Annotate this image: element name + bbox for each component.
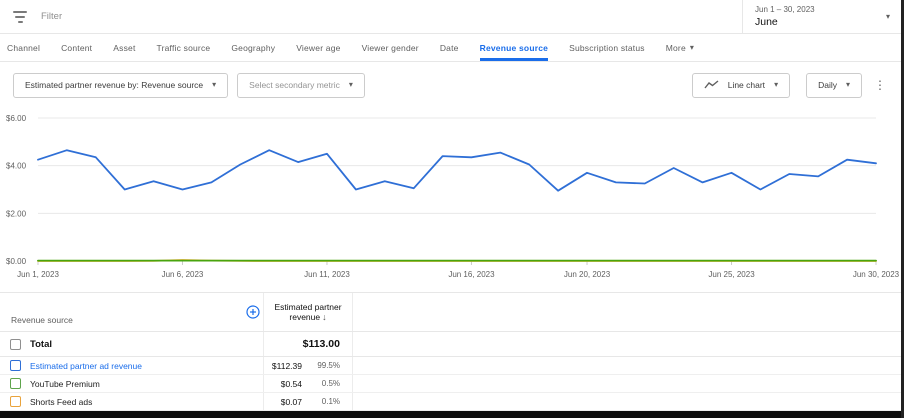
table-row: Shorts Feed ads $0.07 0.1%: [0, 393, 904, 411]
chevron-down-icon: ▾: [774, 80, 779, 89]
metric-column-header[interactable]: Estimated partner revenue ↓: [263, 293, 353, 331]
revenue-source-table: Revenue source Estimated partner revenue…: [0, 292, 904, 411]
secondary-metric-selector[interactable]: Select secondary metric ▾: [237, 72, 365, 98]
tab-traffic-source[interactable]: Traffic source: [157, 34, 211, 61]
filter-placeholder[interactable]: Filter: [41, 11, 63, 22]
row-label[interactable]: Estimated partner ad revenue: [30, 360, 142, 371]
row-checkbox[interactable]: [10, 378, 21, 389]
chevron-down-icon: ▾: [212, 80, 217, 89]
add-metric-icon[interactable]: [246, 305, 260, 319]
tab-viewer-gender[interactable]: Viewer gender: [362, 34, 419, 61]
table-rows: Estimated partner ad revenue $112.39 99.5%…: [0, 357, 904, 411]
tab-channel[interactable]: Channel: [7, 34, 40, 61]
tab-bar: Channel Content Asset Traffic source Geograp…: [0, 34, 904, 62]
x-axis-tick-label: Jun 16, 2023: [448, 270, 495, 279]
row-amount: $0.54: [280, 378, 302, 389]
chevron-down-icon: ▾: [348, 80, 353, 89]
overflow-menu-icon[interactable]: ⋮: [869, 79, 891, 91]
window-right-edge: [901, 0, 904, 418]
y-axis-tick-label: $0.00: [6, 257, 27, 266]
date-range-text: Jun 1 – 30, 2023: [755, 5, 815, 14]
row-checkbox[interactable]: [10, 360, 21, 371]
table-header: Revenue source Estimated partner revenue…: [0, 293, 904, 331]
chevron-down-icon: ▾: [689, 42, 695, 52]
row-amount: $112.39: [271, 360, 302, 371]
total-value: $113.00: [302, 338, 340, 350]
chevron-down-icon: ▾: [845, 80, 850, 89]
granularity-label: Daily: [818, 80, 837, 90]
chevron-down-icon: ▾: [885, 11, 890, 21]
tab-date[interactable]: Date: [440, 34, 459, 61]
chart-controls: Estimated partner revenue by: Revenue so…: [0, 62, 904, 108]
tab-asset[interactable]: Asset: [113, 34, 135, 61]
x-axis-tick-label: Jun 25, 2023: [708, 270, 755, 279]
tab-revenue-source[interactable]: Revenue source: [479, 34, 549, 61]
more-tab-label: More: [665, 42, 686, 53]
line-chart-icon: [704, 80, 719, 89]
row-label[interactable]: YouTube Premium: [30, 378, 100, 389]
date-range-picker[interactable]: Jun 1 – 30, 2023 June ▾: [742, 0, 904, 34]
secondary-metric-label: Select secondary metric: [249, 80, 340, 90]
table-row: YouTube Premium $0.54 0.5%: [0, 375, 904, 393]
filter-icon: [12, 10, 28, 23]
metric-selector[interactable]: Estimated partner revenue by: Revenue so…: [13, 72, 229, 98]
row-amount: $0.07: [280, 396, 302, 407]
row-dimension-header: Revenue source: [11, 315, 73, 325]
y-axis-tick-label: $4.00: [6, 162, 27, 171]
tab-geography[interactable]: Geography: [231, 34, 275, 61]
row-label[interactable]: Shorts Feed ads: [30, 396, 93, 407]
filter-bar: Filter Jun 1 – 30, 2023 June ▾: [0, 0, 904, 34]
sort-descending-icon: ↓: [322, 312, 327, 322]
x-axis-tick-label: Jun 11, 2023: [304, 270, 350, 279]
y-axis-tick-label: $6.00: [6, 114, 27, 123]
revenue-line-chart: $0.00 $2.00 $4.00 $6.00 Jun 1, 2023 Jun 6, 20…: [0, 108, 904, 288]
tab-viewer-age[interactable]: Viewer age: [296, 34, 340, 61]
metric-selector-label: Estimated partner revenue by: Revenue so…: [25, 80, 204, 90]
x-axis-tick-label: Jun 1, 2023: [17, 270, 59, 279]
tab-subscription-status[interactable]: Subscription status: [569, 34, 645, 61]
row-checkbox[interactable]: [10, 396, 21, 407]
tab-more[interactable]: More ▾: [666, 34, 694, 61]
date-month-text: June: [755, 16, 778, 28]
granularity-selector[interactable]: Daily ▾: [806, 72, 862, 98]
row-percent: 0.5%: [321, 379, 340, 388]
chart-canvas: $0.00 $2.00 $4.00 $6.00 Jun 1, 2023 Jun 6, 20…: [6, 114, 900, 279]
x-axis-tick-label: Jun 30, 2023: [853, 270, 900, 279]
chart-type-label: Line chart: [727, 80, 766, 90]
table-row: Estimated partner ad revenue $112.39 99.5%: [0, 357, 904, 375]
series-line-estimated-partner-ad-revenue: [37, 149, 877, 192]
row-percent: 99.5%: [317, 361, 340, 370]
x-axis-tick-label: Jun 6, 2023: [162, 270, 204, 279]
chart-type-selector[interactable]: Line chart ▾: [691, 72, 791, 98]
y-axis-tick-label: $2.00: [6, 209, 27, 218]
window-bottom-edge: [0, 411, 904, 418]
row-percent: 0.1%: [321, 397, 340, 406]
total-checkbox[interactable]: [10, 338, 21, 350]
x-axis-tick-label: Jun 20, 2023: [564, 270, 611, 279]
total-label: Total: [30, 338, 52, 350]
metric-header-label: Estimated partner revenue: [274, 302, 342, 322]
tab-content[interactable]: Content: [61, 34, 92, 61]
total-row: Total $113.00: [0, 331, 904, 357]
